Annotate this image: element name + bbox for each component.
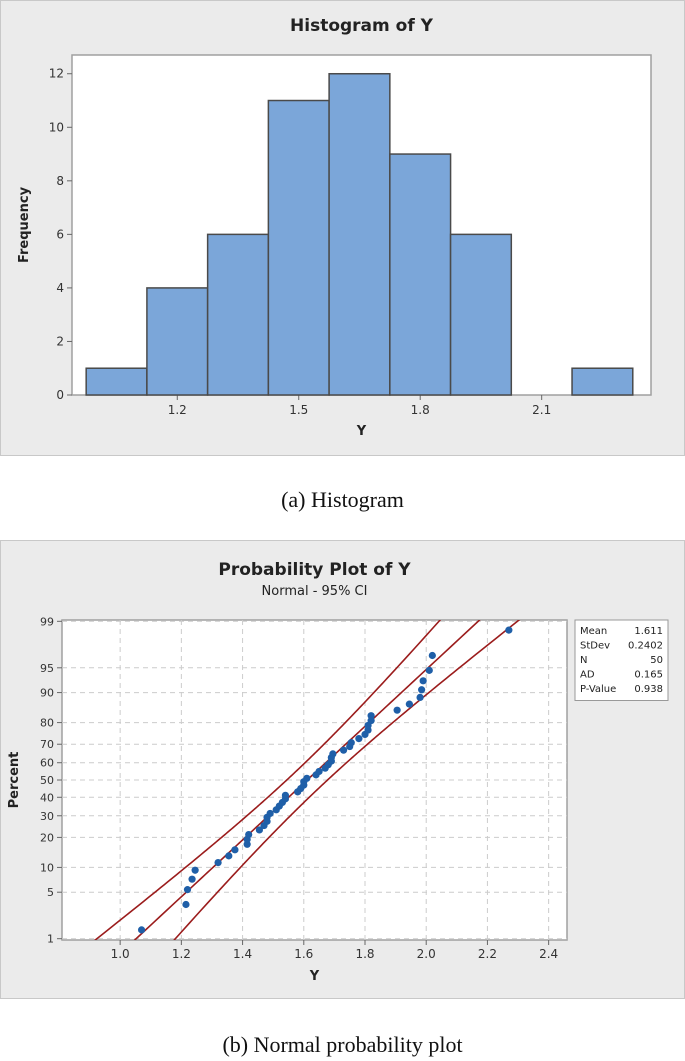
y-tick-label: 5 [47, 886, 54, 899]
histogram-bar [85, 367, 148, 396]
x-tick-label: 1.4 [233, 947, 252, 961]
data-point [182, 900, 190, 909]
data-point [137, 926, 146, 934]
data-point [418, 686, 426, 694]
chart-subtitle: Normal - 95% CI [262, 584, 368, 599]
y-tick-label: 20 [40, 831, 54, 844]
chart-title: Histogram of Y [290, 16, 434, 36]
stats-label: N [580, 655, 587, 666]
y-tick-label: 2 [56, 334, 64, 348]
x-tick-label: 2.2 [478, 947, 497, 961]
data-point [281, 791, 290, 799]
y-tick-label: 1 [47, 933, 54, 946]
x-tick-label: 1.5 [289, 403, 308, 417]
histogram-bar [449, 233, 513, 396]
stats-value: 1.611 [634, 626, 663, 637]
x-tick-label: 1.0 [111, 947, 130, 961]
data-point [339, 746, 348, 754]
y-tick-label: 10 [49, 120, 64, 134]
confidence-band [93, 620, 442, 940]
data-point [266, 809, 274, 818]
y-tick-label: 90 [40, 687, 54, 700]
stats-value: 0.938 [634, 684, 663, 695]
data-point [428, 651, 436, 660]
y-tick-label: 12 [49, 67, 64, 81]
y-tick-label: 10 [40, 861, 54, 874]
x-tick-label: 1.8 [355, 947, 374, 961]
y-tick-label: 4 [56, 281, 64, 295]
y-tick-label: 80 [40, 717, 54, 730]
data-point [355, 735, 363, 743]
stats-label: AD [580, 670, 595, 681]
stats-value: 0.2402 [628, 641, 663, 652]
data-point [329, 750, 337, 758]
histogram-bar [389, 153, 452, 396]
stats-box [574, 619, 669, 701]
histogram-bar [571, 367, 634, 396]
data-point [188, 875, 196, 883]
y-tick-label: 50 [40, 774, 54, 787]
stats-label: Mean [580, 626, 607, 637]
x-axis-label: Y [356, 424, 367, 439]
data-point [416, 693, 424, 702]
x-tick-label: 2.4 [539, 947, 558, 961]
histogram-bar [146, 287, 209, 396]
data-point [255, 826, 264, 834]
x-tick-label: 1.2 [168, 403, 187, 417]
histogram-bar [267, 99, 330, 396]
data-point [231, 846, 239, 854]
data-point [183, 886, 192, 894]
data-point [214, 858, 222, 867]
data-point [393, 706, 401, 714]
data-point [347, 739, 355, 747]
x-tick-label: 1.6 [294, 947, 313, 961]
x-tick-label: 2.0 [417, 947, 436, 961]
data-point [425, 666, 433, 674]
y-tick-label: 60 [40, 757, 54, 770]
data-point [225, 852, 233, 860]
y-tick-label: 8 [56, 174, 64, 188]
data-point [505, 626, 513, 634]
data-point [315, 767, 323, 776]
data-point [303, 774, 311, 782]
y-tick-label: 95 [40, 662, 54, 675]
y-tick-label: 70 [40, 738, 54, 751]
data-point [367, 712, 375, 720]
stats-value: 0.165 [634, 670, 663, 681]
data-point [191, 866, 199, 874]
stats-label: P-Value [580, 684, 616, 695]
y-tick-label: 30 [40, 810, 54, 823]
x-tick-label: 1.2 [172, 947, 191, 961]
caption: (b) Normal probability plot [222, 1032, 462, 1057]
confidence-band [173, 620, 521, 940]
stats-label: StDev [580, 641, 610, 652]
y-axis-label: Frequency [17, 186, 32, 263]
data-point [405, 700, 413, 708]
y-axis-label: Percent [7, 752, 22, 809]
x-axis-label: Y [309, 969, 320, 984]
caption: (a) Histogram [281, 487, 404, 512]
x-tick-label: 1.8 [411, 403, 430, 417]
x-tick-label: 2.1 [532, 403, 551, 417]
data-point [245, 830, 253, 839]
y-tick-label: 6 [56, 227, 64, 241]
data-point [419, 677, 427, 685]
chart-title: Probability Plot of Y [218, 560, 411, 580]
y-tick-label: 40 [40, 791, 54, 804]
histogram-bar [206, 233, 270, 396]
y-tick-label: 99 [40, 615, 54, 628]
stats-value: 50 [650, 655, 663, 666]
y-tick-label: 0 [56, 388, 64, 402]
histogram-bar [328, 72, 391, 396]
